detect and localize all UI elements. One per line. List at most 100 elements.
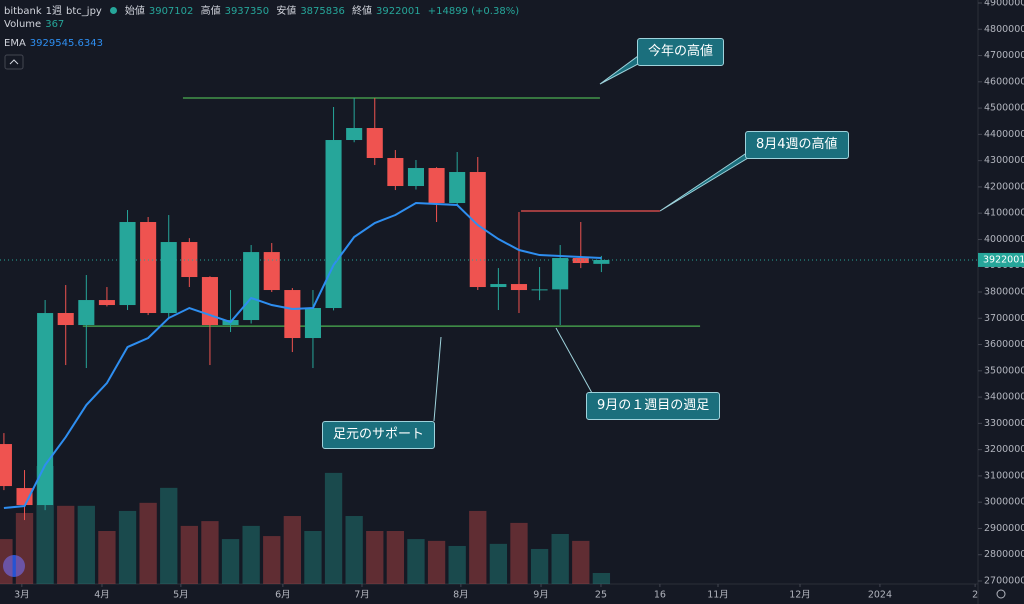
y-tick-label: 4300000 bbox=[984, 155, 1024, 166]
volume-bar bbox=[77, 505, 95, 584]
volume-bar bbox=[510, 522, 528, 584]
collapse-icon bbox=[9, 59, 19, 65]
open-value: 3907102 bbox=[148, 6, 194, 17]
volume-bar bbox=[118, 510, 137, 584]
volume-bar bbox=[304, 530, 322, 584]
low-value: 3875836 bbox=[300, 6, 345, 17]
annotation: 9月の１週目の週足 bbox=[586, 392, 721, 420]
open-label: 始値 bbox=[124, 6, 145, 17]
price-tag bbox=[978, 252, 1024, 267]
volume-bar bbox=[551, 533, 569, 584]
volume-bar bbox=[98, 530, 116, 584]
status-dot bbox=[109, 7, 117, 14]
candle-body bbox=[407, 168, 424, 187]
volume-bar bbox=[448, 545, 466, 584]
candle-body bbox=[284, 290, 301, 339]
y-tick-label: 4200000 bbox=[984, 181, 1024, 192]
y-tick-label: 2800000 bbox=[984, 549, 1024, 560]
y-tick-label: 3700000 bbox=[984, 313, 1024, 324]
y-tick-label: 4500000 bbox=[984, 103, 1024, 114]
candle-body bbox=[98, 300, 115, 306]
ema-row: EMA 3929545.6343 bbox=[4, 38, 107, 49]
volume-bar bbox=[201, 521, 219, 584]
high-label: 高値 bbox=[200, 6, 221, 17]
y-tick-label: 2700000 bbox=[984, 576, 1024, 587]
y-tick-label: 3000000 bbox=[984, 497, 1024, 508]
volume-bar bbox=[139, 502, 157, 584]
volume-bar bbox=[592, 573, 611, 584]
y-tick-label: 4100000 bbox=[984, 208, 1024, 219]
callout-pointer bbox=[555, 327, 593, 394]
x-tick-label: 2 bbox=[972, 590, 978, 601]
y-tick-label: 2900000 bbox=[984, 523, 1024, 534]
candle-body bbox=[0, 444, 12, 487]
volume-bar bbox=[221, 539, 240, 584]
x-tick-label: 12月 bbox=[789, 590, 811, 601]
y-tick-label: 4000000 bbox=[984, 234, 1024, 245]
annotation: 8月4週の高値 bbox=[745, 131, 849, 159]
volume-bar bbox=[263, 536, 281, 584]
candle-body bbox=[572, 258, 589, 264]
candle-body bbox=[325, 140, 342, 309]
candle-body bbox=[449, 172, 466, 204]
candle-body bbox=[78, 300, 95, 326]
candle-body bbox=[531, 289, 548, 291]
candle-body bbox=[593, 259, 610, 264]
y-tick-label: 3800000 bbox=[984, 287, 1024, 298]
candle-body bbox=[552, 258, 569, 290]
volume-bar bbox=[489, 543, 508, 584]
volume-bar bbox=[572, 540, 590, 584]
x-tick-label: 8月 bbox=[453, 590, 469, 601]
close-label: 終値 bbox=[352, 6, 373, 17]
volume-bar bbox=[57, 505, 75, 584]
y-tick-label: 4800000 bbox=[984, 24, 1024, 35]
candle-body bbox=[387, 158, 404, 187]
collapse-button[interactable] bbox=[4, 54, 24, 70]
exchange: bitbank bbox=[4, 6, 42, 17]
close-value: 3922001 bbox=[376, 6, 421, 17]
ema-label: EMA bbox=[4, 38, 26, 49]
volume-bar bbox=[366, 530, 384, 584]
volume-bar bbox=[407, 539, 425, 584]
volume-bar bbox=[324, 472, 343, 584]
interval: 1週 bbox=[45, 6, 63, 17]
y-tick-label: 4400000 bbox=[984, 129, 1024, 140]
candle-body bbox=[140, 222, 157, 314]
candle-body bbox=[119, 222, 136, 306]
callout-pointer bbox=[433, 336, 442, 422]
header-row: bitbank 1週 btc_jpy 始値 3907102 高値 3937350 安値 38… bbox=[4, 2, 523, 17]
volume-bar bbox=[0, 539, 13, 584]
logo bbox=[3, 555, 25, 577]
settings-icon[interactable] bbox=[996, 589, 1006, 599]
volume-bar bbox=[427, 540, 446, 584]
high-value: 3937350 bbox=[224, 6, 270, 17]
candle-body bbox=[37, 313, 54, 506]
y-tick-label: 3300000 bbox=[984, 418, 1024, 429]
y-tick-label: 4900000 bbox=[984, 0, 1024, 9]
x-tick-label: 25 bbox=[595, 590, 607, 601]
volume-bar bbox=[242, 525, 260, 584]
y-tick-label: 3600000 bbox=[984, 339, 1024, 350]
volume-bar bbox=[530, 548, 549, 584]
candle-body bbox=[243, 252, 260, 321]
volume-bar bbox=[386, 530, 405, 584]
candle-body bbox=[469, 172, 486, 288]
volume-bar bbox=[15, 513, 34, 584]
candle-body bbox=[16, 488, 33, 506]
candle-body bbox=[304, 308, 321, 339]
candle-body bbox=[428, 168, 445, 204]
y-tick-label: 4600000 bbox=[984, 76, 1024, 87]
y-tick-label: 3500000 bbox=[984, 365, 1024, 376]
ema-value: 3929545.6343 bbox=[29, 38, 103, 49]
price-tag-label: 3922001 bbox=[983, 254, 1024, 265]
volume-row: Volume 367 bbox=[4, 19, 68, 30]
low-label: 安値 bbox=[276, 6, 297, 17]
candle-body bbox=[57, 313, 74, 326]
ema-line bbox=[3, 202, 602, 510]
x-tick-label: 9月 bbox=[533, 590, 549, 601]
x-tick-label: 11月 bbox=[707, 590, 729, 601]
volume-bar bbox=[180, 525, 198, 584]
change: +14899 (+0.38%) bbox=[427, 6, 520, 17]
symbol: btc_jpy bbox=[66, 6, 102, 17]
